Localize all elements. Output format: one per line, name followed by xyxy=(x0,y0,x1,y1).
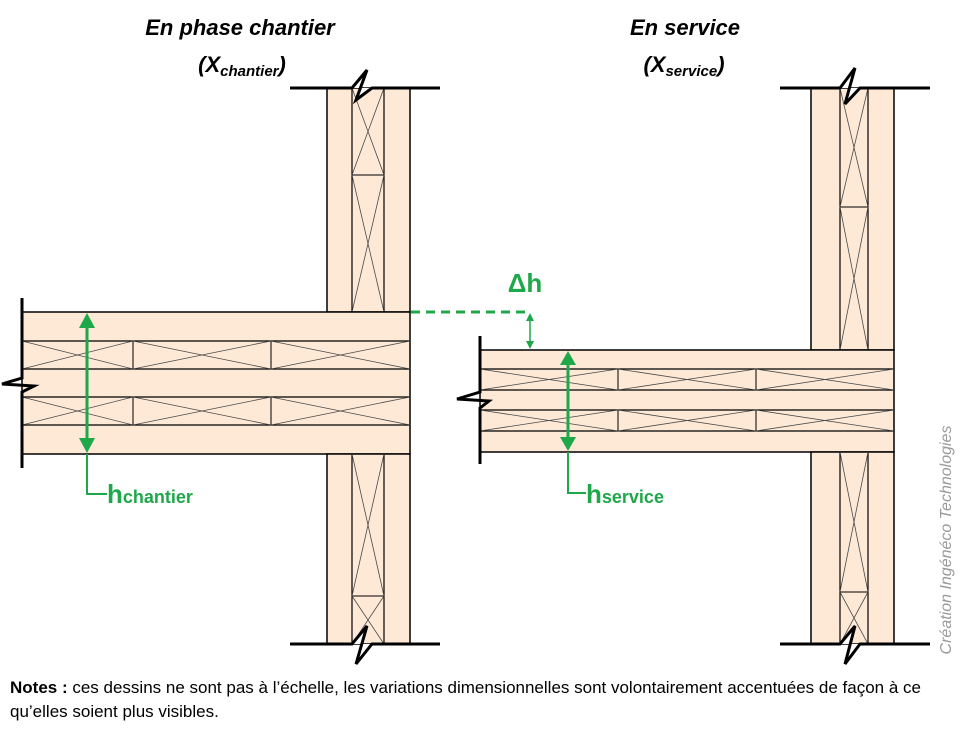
left-floor-slab xyxy=(1,298,411,468)
notes-text: ces dessins ne sont pas à l’échelle, les… xyxy=(10,678,921,721)
dimension-h-chantier: hchantier xyxy=(79,313,193,509)
left-diagram-chantier: En phase chantier (Xchantier) xyxy=(1,15,440,665)
delta-h-label: Δh xyxy=(508,268,543,298)
notes-paragraph: Notes : ces dessins ne sont pas à l’éche… xyxy=(10,676,930,724)
right-lower-wall xyxy=(780,451,930,665)
right-diagram-service: En service (Xservice) xyxy=(456,15,930,665)
h-chantier-label: hchantier xyxy=(107,479,193,509)
right-title-line1: En service xyxy=(630,15,740,40)
left-upper-wall xyxy=(290,69,440,313)
left-lower-wall xyxy=(290,453,440,665)
right-floor-slab xyxy=(456,336,895,464)
delta-h-indicator: Δh xyxy=(411,268,542,349)
right-title-line2: (Xservice) xyxy=(643,52,724,80)
h-service-label: hservice xyxy=(586,479,664,509)
dimension-h-service: hservice xyxy=(560,351,664,509)
left-title-line1: En phase chantier xyxy=(145,15,336,40)
credit-text: Création Ingénéco Technologies xyxy=(938,426,955,655)
right-upper-wall xyxy=(780,67,930,351)
notes-label: Notes : xyxy=(10,678,68,697)
left-title-line2: (Xchantier) xyxy=(198,52,286,80)
